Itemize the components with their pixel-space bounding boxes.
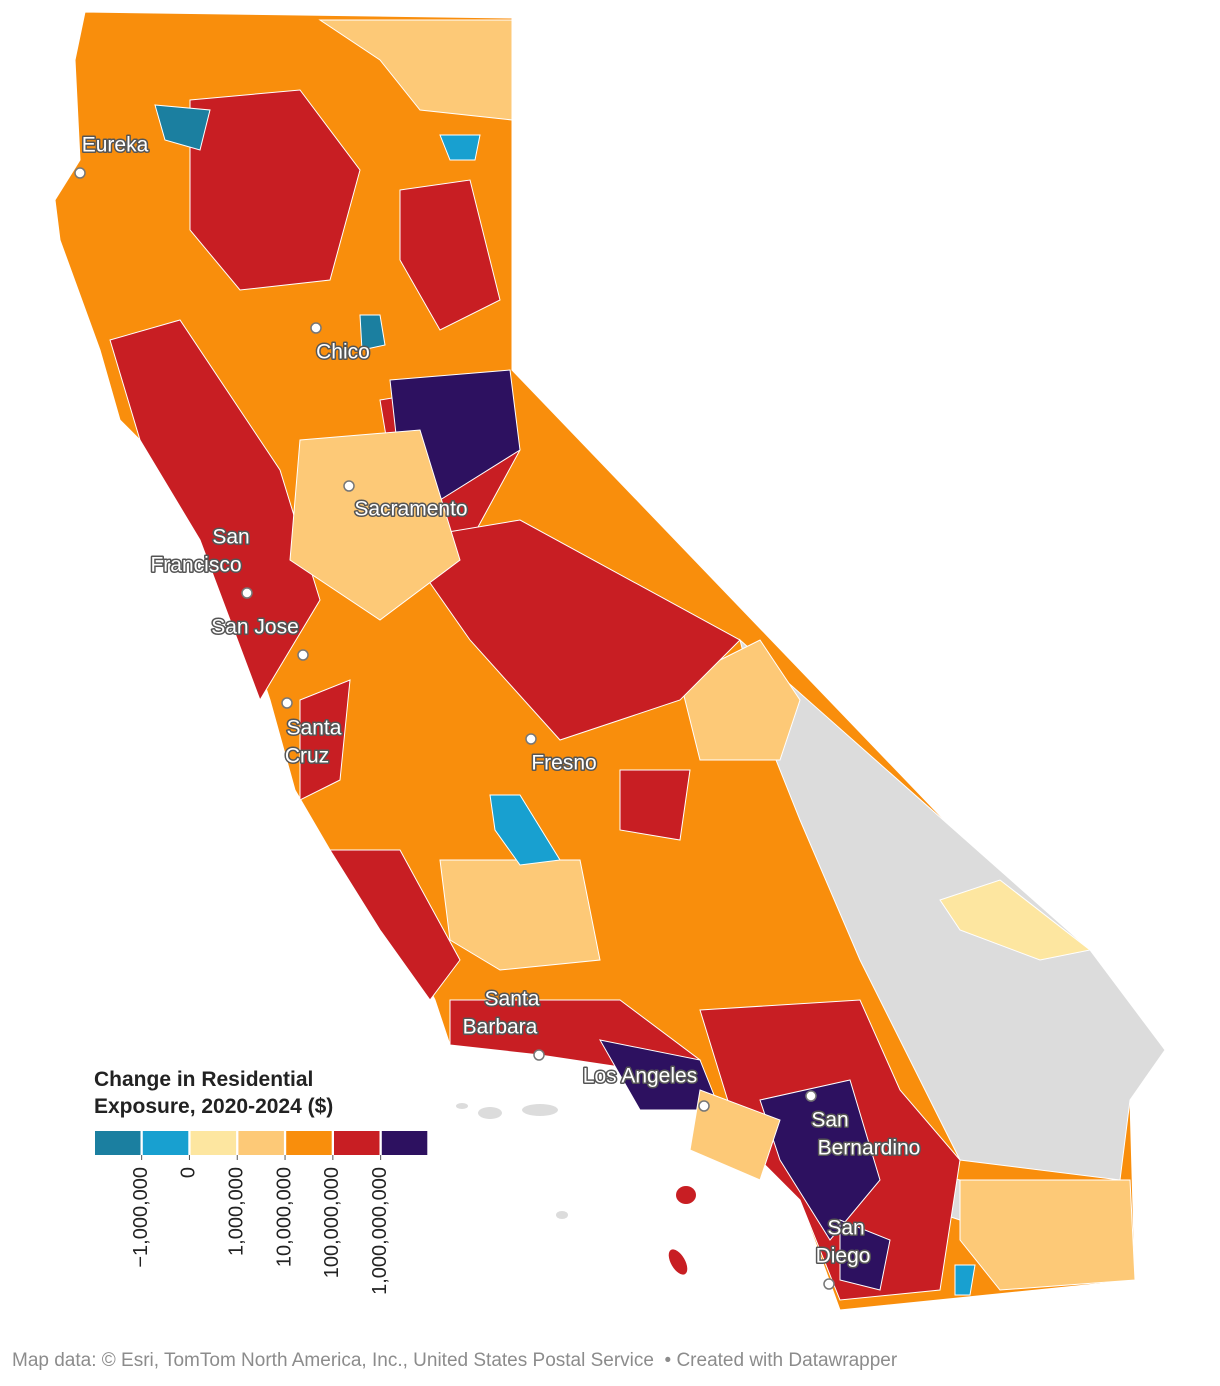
- city-dot: [823, 1278, 835, 1290]
- legend-swatch: [190, 1131, 237, 1155]
- city-label: San Jose: [211, 616, 299, 639]
- city-dot: [805, 1090, 817, 1102]
- legend-swatch: [286, 1131, 332, 1155]
- credit: • Created with Datawrapper: [664, 1350, 898, 1371]
- legend-swatch: [381, 1131, 428, 1155]
- city-label: Eureka: [82, 134, 149, 157]
- city-label: Diego: [816, 1245, 871, 1268]
- legend-tick-label: 100,000,000: [321, 1167, 343, 1278]
- legend-tick-label: 1,000,000: [226, 1167, 248, 1256]
- city-label: Chico: [316, 341, 370, 364]
- city-label: Santa: [485, 988, 540, 1011]
- city-dot: [241, 587, 253, 599]
- city-dot: [281, 697, 293, 709]
- footer: Map data: © Esri, TomTom North America, …: [12, 1350, 897, 1372]
- legend-swatch: [142, 1131, 189, 1155]
- city-dot: [698, 1100, 710, 1112]
- source: Map data: © Esri, TomTom North America, …: [12, 1350, 654, 1371]
- legend-tick-label: −1,000,000: [130, 1167, 152, 1268]
- state-shape: [54, 11, 1166, 1311]
- legend-swatch: [238, 1131, 284, 1155]
- city-label: Bernardino: [818, 1137, 921, 1160]
- city-label: Santa: [287, 717, 342, 740]
- islands: [456, 1103, 696, 1275]
- city-label: Fresno: [531, 752, 596, 775]
- city-label: Barbara: [463, 1016, 538, 1039]
- legend: −1,000,000 0 1,000,000 10,000,000 100,000,00…: [95, 1131, 428, 1295]
- city-dot: [310, 322, 322, 334]
- city-dot: [525, 733, 537, 745]
- city-label: Francisco: [150, 554, 241, 577]
- legend-swatch: [95, 1131, 141, 1155]
- city-label: Los Angeles: [583, 1065, 697, 1088]
- city-dot: [74, 167, 86, 179]
- legend-tick-label: 1,000,000,000: [369, 1167, 391, 1295]
- city-label: San: [827, 1217, 864, 1240]
- city-labels: Eureka Chico Sacramento San Francisco San Jos…: [74, 132, 922, 1290]
- legend-tick-label: 10,000,000: [273, 1167, 295, 1267]
- city-dot: [297, 649, 309, 661]
- city-label: San: [811, 1109, 848, 1132]
- city-dot: [533, 1049, 545, 1061]
- city-dot: [343, 480, 355, 492]
- city-label: San: [212, 526, 249, 549]
- legend-tick-label: 0: [178, 1167, 200, 1178]
- city-label: Sacramento: [354, 498, 467, 521]
- city-label: Cruz: [285, 745, 329, 768]
- legend-swatch: [334, 1131, 380, 1155]
- legend-title: Change in Residential Exposure, 2020-202…: [94, 1068, 334, 1118]
